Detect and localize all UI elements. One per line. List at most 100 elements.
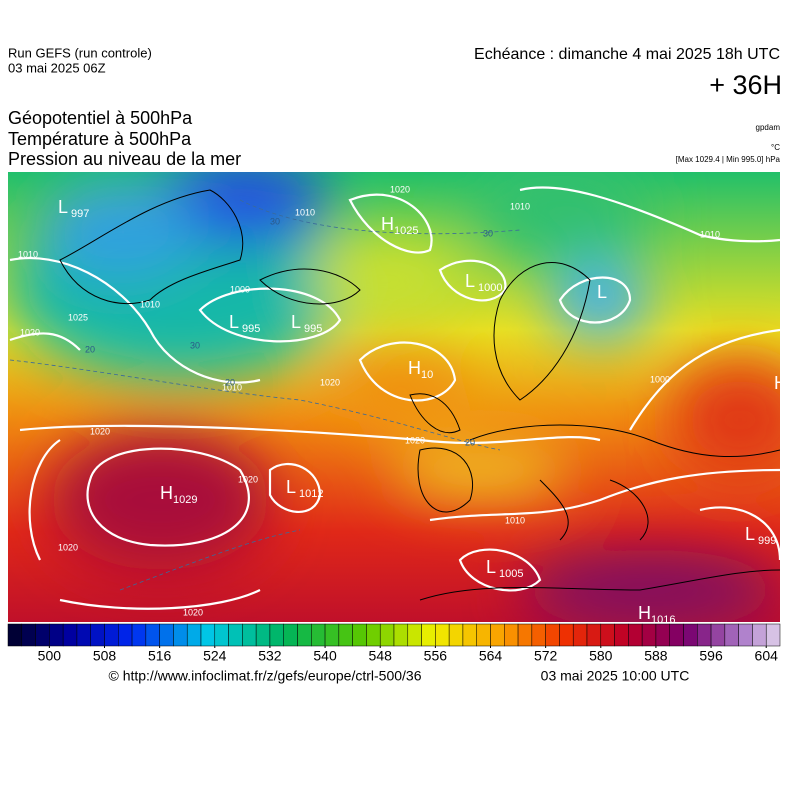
colorbar-cell (186, 623, 202, 647)
center-value: 995 (304, 323, 322, 335)
colorbar-cell (173, 623, 188, 647)
center-letter: L (465, 271, 475, 291)
colorbar-tick-label: 596 (699, 648, 723, 664)
colorbar-cell (586, 623, 602, 647)
temperature-label: 20 (225, 377, 235, 387)
center-letter: H (381, 214, 394, 234)
isobar-label: 1020 (405, 435, 425, 445)
center-value: 1029 (173, 494, 197, 506)
colorbar-cell (49, 623, 64, 647)
colorbar-cell (35, 623, 50, 647)
colorbar-cell (628, 623, 643, 647)
lead-time: + 36H (709, 70, 782, 100)
colorbar-cell (90, 623, 105, 647)
isobar-label: 1025 (68, 312, 88, 322)
center-value: 10 (421, 369, 433, 381)
isobar-label: 1020 (58, 542, 78, 552)
issued: 03 mai 2025 10:00 UTC (541, 668, 690, 684)
colorbar-cell (242, 623, 257, 647)
isobar-label: 1000 (230, 284, 250, 294)
colorbar-cell (559, 623, 574, 647)
isobar-label: 1020 (20, 327, 40, 337)
colorbar-tick-label: 564 (479, 648, 503, 664)
colorbar-cell (462, 623, 477, 647)
temperature-label: 30 (483, 228, 493, 238)
colorbar-cell (228, 623, 243, 647)
temperature-label: 30 (190, 340, 200, 350)
colorbar-cell (531, 623, 546, 647)
colorbar-tick-label: 572 (534, 648, 558, 664)
colorbar-cell (283, 623, 298, 647)
colorbar-tick-label: 548 (369, 648, 393, 664)
isobar-label: 1010 (295, 207, 315, 217)
colorbar-cell (269, 623, 284, 647)
colorbar-cell (393, 623, 409, 647)
center-letter: L (486, 557, 496, 577)
colorbar-tick-label: 500 (38, 648, 62, 664)
colorbar-cell (104, 623, 119, 647)
run-date: 03 mai 2025 06Z (8, 60, 106, 75)
colorbar-cell (407, 623, 422, 647)
center-value: 1000 (478, 282, 502, 294)
field-name: Géopotentiel à 500hPa (8, 108, 193, 128)
colorbar-cell (324, 623, 340, 647)
center-value: 1025 (394, 225, 418, 237)
colorbar-cell (338, 623, 353, 647)
colorbar-cell (118, 623, 133, 647)
center-letter: L (58, 197, 68, 217)
colorbar-cell (214, 623, 229, 647)
colorbar-tick-label: 516 (148, 648, 172, 664)
colorbar-cell (697, 623, 712, 647)
isobar-label: 1020 (320, 377, 340, 387)
colorbar-tick-label: 604 (755, 648, 779, 664)
colorbar-cell (352, 623, 367, 647)
colorbar-cell (297, 623, 312, 647)
center-value: 1005 (499, 568, 523, 580)
isobar-label: 1010 (510, 201, 530, 211)
colorbar-cell (600, 623, 615, 647)
isobar-label: 1020 (390, 184, 410, 194)
center-letter: L (286, 477, 296, 497)
field-name: Température à 500hPa (8, 129, 192, 149)
extremes: [Max 1029.4 | Min 995.0] hPa (676, 155, 781, 164)
colorbar-tick-label: 532 (258, 648, 282, 664)
isobar-label: 1010 (222, 382, 242, 392)
center-letter: L (745, 524, 755, 544)
temperature-label: 20 (85, 344, 95, 354)
colorbar-cell (724, 623, 739, 647)
center-letter: L (597, 282, 607, 302)
colorbar-cell (572, 623, 588, 647)
colorbar-cell (738, 623, 753, 647)
colorbar-cell (490, 623, 505, 647)
colorbar-cell (145, 623, 160, 647)
colorbar-cell (517, 623, 533, 647)
colorbar-cell (311, 623, 326, 647)
colorbar-cell (765, 623, 781, 647)
field-name: Pression au niveau de la mer (8, 149, 241, 169)
unit: °C (771, 143, 780, 152)
colorbar-tick-label: 524 (203, 648, 227, 664)
valid-time: Echéance : dimanche 4 mai 2025 18h UTC (474, 46, 780, 63)
isobar-label: 1010 (700, 229, 720, 239)
colorbar-cell (159, 623, 174, 647)
isobar-label: 1020 (238, 474, 258, 484)
colorbar-cell (131, 623, 147, 647)
colorbar-cell (448, 623, 464, 647)
center-letter: H (160, 483, 173, 503)
colorbar-tick-label: 588 (644, 648, 668, 664)
colorbar-cell (7, 623, 23, 647)
colorbar-cell (200, 623, 216, 647)
center-value: 995 (242, 323, 260, 335)
colorbar-cell (21, 623, 36, 647)
center-value: 1016 (651, 614, 675, 626)
isobar-label: 1010 (505, 515, 525, 525)
colorbar-tick-label: 508 (93, 648, 117, 664)
colorbar-cell (366, 623, 381, 647)
colorbar-tick-label: 580 (589, 648, 613, 664)
colorbar-cell (683, 623, 698, 647)
colorbar-cell (76, 623, 91, 647)
center-value: 999 (758, 535, 776, 547)
colorbar-cell (669, 623, 684, 647)
